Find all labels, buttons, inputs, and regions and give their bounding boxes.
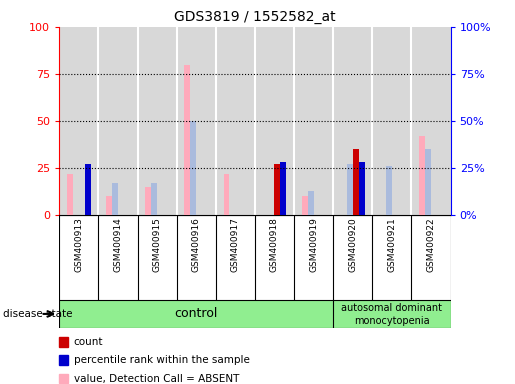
- Text: percentile rank within the sample: percentile rank within the sample: [74, 355, 250, 365]
- Bar: [151, 183, 157, 215]
- Text: GSM400917: GSM400917: [231, 218, 240, 273]
- Bar: [255, 27, 294, 215]
- Bar: [112, 183, 118, 215]
- Bar: [138, 27, 177, 215]
- Text: GSM400919: GSM400919: [309, 218, 318, 273]
- Bar: [274, 164, 280, 215]
- Bar: [98, 27, 138, 215]
- Text: disease state: disease state: [3, 309, 72, 319]
- Bar: [411, 27, 451, 215]
- Bar: [224, 174, 230, 215]
- Bar: [308, 190, 314, 215]
- Text: count: count: [74, 337, 103, 347]
- Bar: [84, 164, 91, 215]
- Text: GSM400915: GSM400915: [152, 218, 162, 273]
- Bar: [372, 27, 411, 215]
- Bar: [216, 27, 255, 215]
- Bar: [347, 164, 353, 215]
- Text: GSM400916: GSM400916: [192, 218, 201, 273]
- Bar: [177, 27, 216, 215]
- Text: value, Detection Call = ABSENT: value, Detection Call = ABSENT: [74, 374, 239, 384]
- Bar: [191, 121, 196, 215]
- Title: GDS3819 / 1552582_at: GDS3819 / 1552582_at: [174, 10, 336, 25]
- Bar: [358, 162, 365, 215]
- Text: GSM400920: GSM400920: [348, 218, 357, 272]
- Bar: [386, 166, 392, 215]
- Bar: [302, 196, 308, 215]
- Bar: [280, 162, 286, 215]
- Bar: [353, 149, 358, 215]
- Text: GSM400922: GSM400922: [426, 218, 436, 272]
- Bar: [419, 136, 425, 215]
- Text: GSM400914: GSM400914: [113, 218, 123, 272]
- Text: autosomal dominant: autosomal dominant: [341, 303, 442, 313]
- Bar: [184, 65, 191, 215]
- Text: monocytopenia: monocytopenia: [354, 316, 430, 326]
- Bar: [333, 300, 451, 328]
- Bar: [294, 27, 333, 215]
- Text: GSM400918: GSM400918: [270, 218, 279, 273]
- Bar: [145, 187, 151, 215]
- Text: GSM400913: GSM400913: [74, 218, 83, 273]
- Bar: [425, 149, 431, 215]
- Bar: [59, 300, 333, 328]
- Bar: [59, 27, 98, 215]
- Bar: [333, 27, 372, 215]
- Bar: [67, 174, 73, 215]
- Bar: [106, 196, 112, 215]
- Text: GSM400921: GSM400921: [387, 218, 397, 272]
- Text: control: control: [175, 308, 218, 320]
